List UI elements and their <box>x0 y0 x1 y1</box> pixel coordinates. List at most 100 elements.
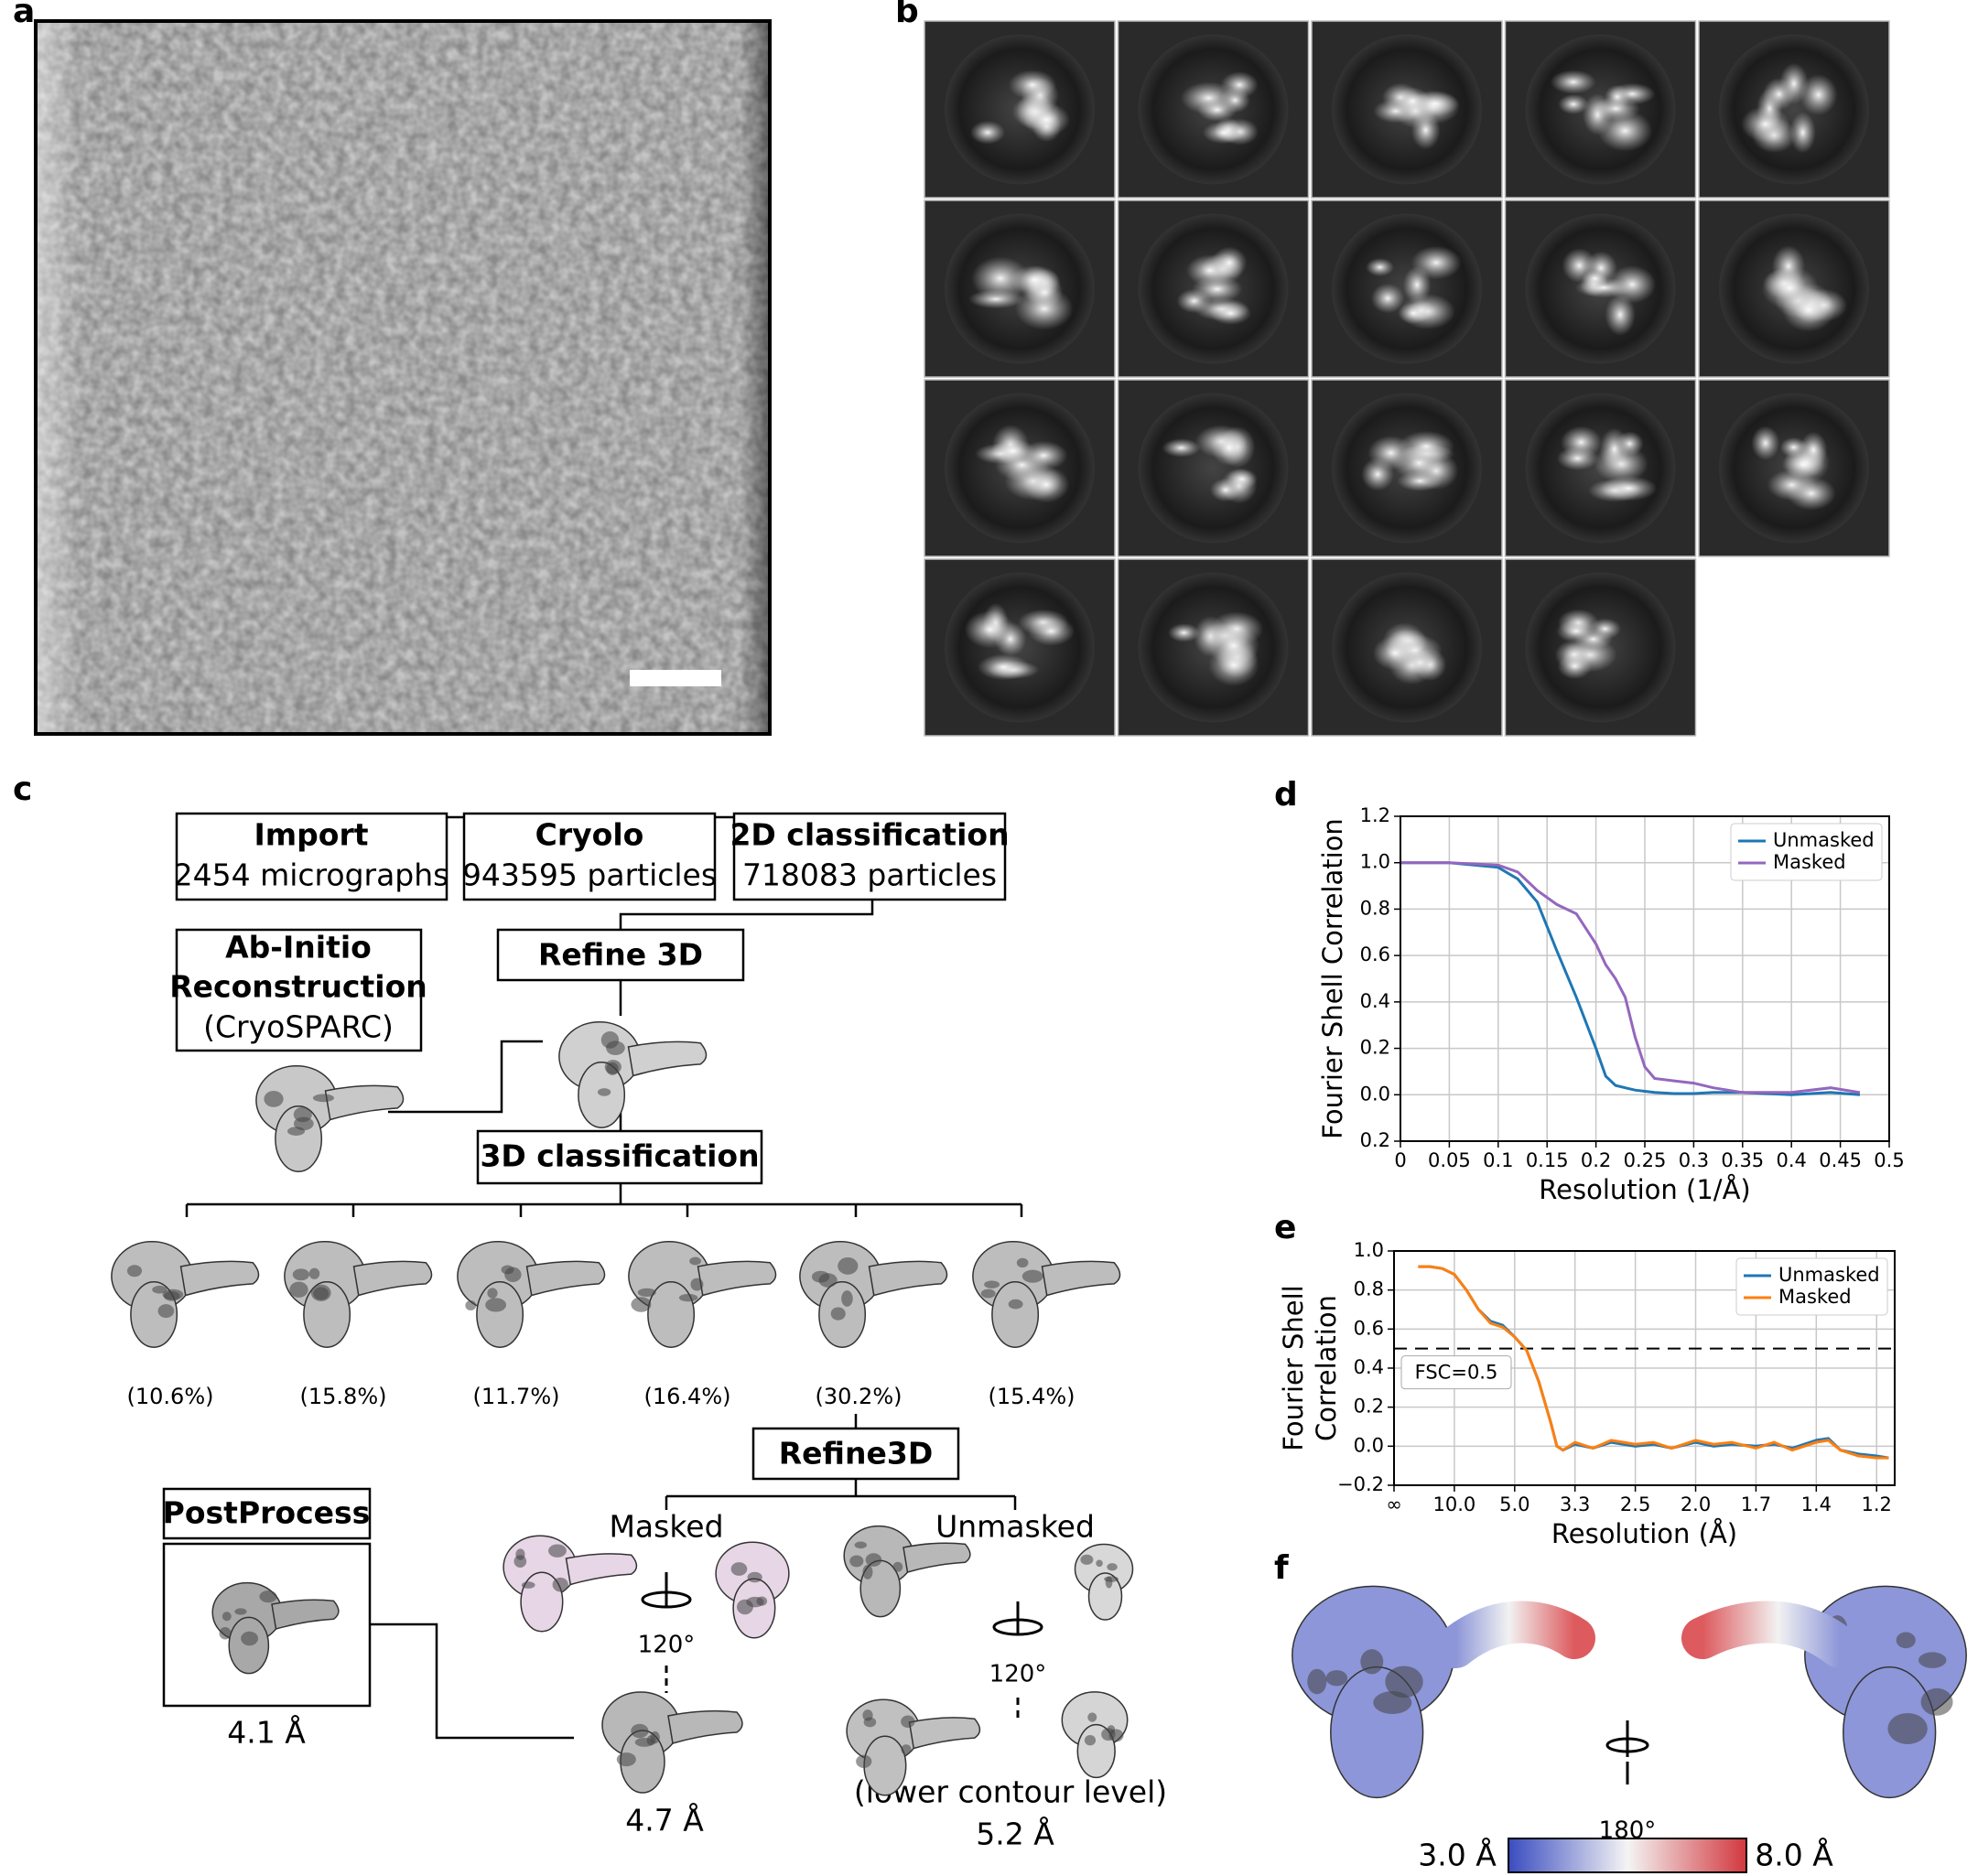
note: (lower contour level) <box>854 1774 1167 1810</box>
tile-density <box>1751 426 1780 460</box>
map-shadow <box>597 1088 611 1096</box>
x-tick-label: 1.4 <box>1801 1493 1832 1515</box>
class-average <box>1117 20 1310 199</box>
class-average <box>924 20 1116 199</box>
map-shadow <box>830 1307 846 1321</box>
x-tick-label: 0.5 <box>1874 1149 1904 1171</box>
tile-density <box>1366 257 1395 277</box>
map-shadow <box>631 1297 652 1312</box>
density-map <box>1804 1585 1967 1799</box>
map-shadow <box>1887 1712 1928 1744</box>
local-resolution: 180° 3.0 Å 8.0 Å <box>1292 1585 1967 1873</box>
tile-density <box>1397 302 1430 325</box>
legend-label: Unmasked <box>1778 1264 1880 1286</box>
panel-label: d <box>1274 776 1298 814</box>
tile-density <box>1023 102 1071 136</box>
tile-density <box>1370 283 1405 314</box>
map-shadow <box>504 1267 522 1283</box>
map-tail <box>627 1040 708 1077</box>
y-tick-label: 0.2 <box>1360 1037 1390 1059</box>
tile-density <box>1394 87 1432 116</box>
map-shadow <box>308 1267 320 1279</box>
class-average <box>1117 199 1310 378</box>
class-average <box>1117 558 1310 737</box>
map-tail <box>352 1260 433 1297</box>
y-axis-label: Fourier Shell <box>1278 1285 1309 1450</box>
map-shadow <box>222 1612 232 1622</box>
density-map <box>799 1240 948 1348</box>
density-map <box>972 1240 1121 1348</box>
density-map <box>628 1240 777 1348</box>
plot-frame <box>1393 1250 1896 1486</box>
x-tick-label: 0.3 <box>1679 1149 1709 1171</box>
map-tail <box>324 1084 405 1121</box>
x-tick-label: 2.5 <box>1620 1493 1650 1515</box>
tile-density <box>964 610 1015 649</box>
class-average <box>1504 558 1697 737</box>
class-average <box>1504 20 1697 199</box>
tile-density <box>1209 301 1252 325</box>
branch-label: Unmasked <box>935 1509 1095 1545</box>
class-fraction: (15.4%) <box>989 1384 1075 1409</box>
legend-box <box>1730 823 1883 881</box>
class-fraction: (10.6%) <box>127 1384 214 1409</box>
class-average <box>1698 199 1890 378</box>
class-average <box>924 558 1116 737</box>
map-shadow <box>310 1284 331 1301</box>
x-tick-label: 2.0 <box>1681 1493 1711 1515</box>
fsc-chart: 0.2 0.0 0.2 0.4 0.6 0.8 1.0 1.2 0 0.05 0.1 0.15 0.2 0… <box>1317 804 1905 1205</box>
rotation-label: 120° <box>989 1661 1047 1688</box>
map-shadow <box>293 1116 314 1131</box>
map-shadow <box>1896 1632 1916 1649</box>
colorbar-label: 3.0 Å <box>1418 1837 1497 1873</box>
map-body <box>476 1281 524 1348</box>
tile-density <box>1211 429 1248 467</box>
micrograph <box>34 19 772 736</box>
map-shadow <box>862 1564 873 1580</box>
class-fraction: (15.8%) <box>300 1384 387 1409</box>
tile-density <box>1207 625 1259 666</box>
tile-density <box>1741 105 1790 143</box>
panel-label: f <box>1274 1549 1289 1587</box>
map-tail <box>868 1260 948 1297</box>
map-shadow <box>1307 1668 1327 1695</box>
tile-density <box>1778 62 1809 105</box>
density-map <box>843 1525 971 1618</box>
density-map <box>601 1691 743 1794</box>
plot-frame <box>1400 815 1890 1142</box>
class-averages <box>924 20 1890 737</box>
legend-label: Masked <box>1773 851 1846 873</box>
x-tick-label: ∞ <box>1386 1493 1402 1515</box>
tile-density <box>990 438 1036 463</box>
branch-label: Masked <box>609 1509 723 1545</box>
density-map <box>111 1240 260 1348</box>
resolution: 5.2 Å <box>976 1816 1054 1852</box>
box-title: Cryolo <box>535 817 644 853</box>
class-average <box>1311 20 1503 199</box>
x-tick-label: 0.35 <box>1721 1149 1764 1171</box>
y-tick-label: 0.2 <box>1360 1129 1390 1151</box>
y-tick-label: 0.4 <box>1354 1356 1384 1378</box>
class-average <box>1311 199 1503 378</box>
y-tick-label: 0.6 <box>1360 943 1390 965</box>
tile-density <box>977 653 1031 681</box>
box-title: Refine3D <box>779 1436 933 1472</box>
class-average <box>1698 20 1890 199</box>
map-shadow <box>1080 1554 1094 1565</box>
map-shadow <box>901 1715 915 1729</box>
panel-label: a <box>13 0 35 30</box>
map-shadow <box>862 1709 873 1721</box>
tile-density <box>1556 619 1596 643</box>
y-tick-label: 0.4 <box>1360 990 1390 1012</box>
map-tail <box>697 1260 777 1297</box>
map-shadow <box>292 1268 309 1281</box>
y-tick-label: 0.6 <box>1354 1317 1384 1339</box>
tile-density <box>1220 70 1259 99</box>
map-shadow <box>289 1281 308 1298</box>
x-tick-label: 1.7 <box>1741 1493 1771 1515</box>
map-tail <box>908 1717 981 1750</box>
tile-density <box>1211 246 1248 279</box>
legend-label: Masked <box>1778 1286 1852 1308</box>
map-shadow <box>1325 1670 1348 1687</box>
